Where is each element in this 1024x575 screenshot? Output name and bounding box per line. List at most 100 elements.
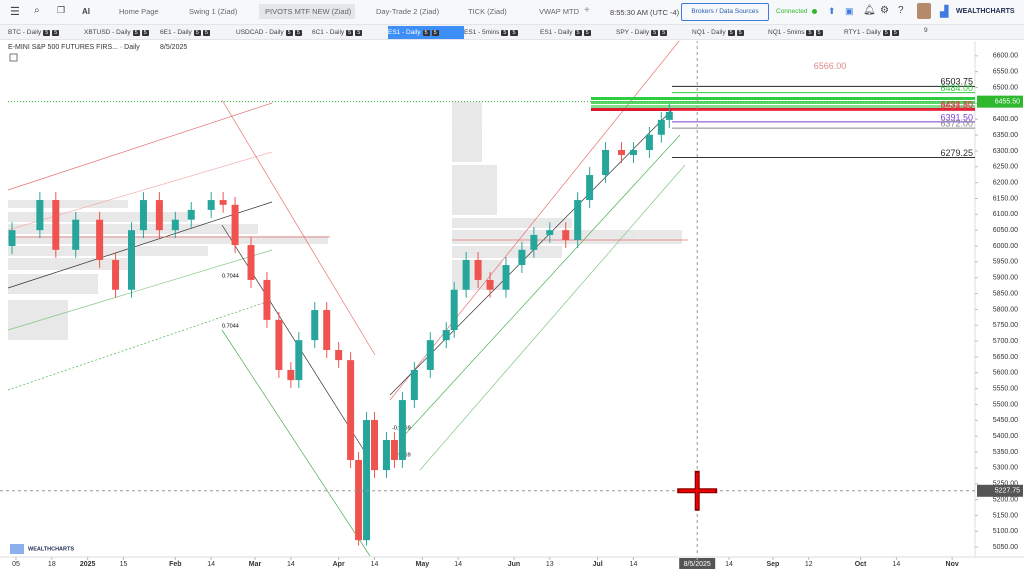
y-tick-label: 6200.00 — [993, 179, 1018, 186]
layouts-icon[interactable]: ❐ — [57, 5, 66, 15]
more-count[interactable]: 9 — [924, 27, 928, 34]
candle-body — [52, 200, 60, 250]
x-tick-label: Mar — [249, 561, 262, 568]
watermark-logo — [10, 544, 24, 554]
volume-profile — [8, 102, 682, 340]
x-tick-label: 14 — [892, 561, 900, 568]
watchlist-item[interactable]: BTC - Daily 5 5 — [8, 26, 84, 39]
badge: 5 — [815, 29, 823, 36]
cursor-date-box — [679, 558, 716, 569]
candle-body — [247, 245, 255, 280]
candle-body — [311, 310, 319, 341]
y-tick-label: 6100.00 — [993, 211, 1018, 218]
fib-label: 0.7044 — [222, 323, 239, 329]
candle-body — [112, 259, 120, 290]
y-tick-label: 6600.00 — [993, 53, 1018, 60]
collapse-button[interactable] — [9, 53, 18, 62]
watchlist-item[interactable]: ES1 - Daily 5 5 — [388, 26, 464, 39]
symbol-name: USDCAD - Daily — [236, 29, 284, 36]
price-axis-bg — [975, 41, 1024, 557]
candle-body — [275, 319, 283, 370]
symbol-name: XBTUSD - Daily — [84, 29, 131, 36]
tab[interactable]: PIVOTS MTF NEW (Ziad) — [259, 4, 355, 19]
candle-body — [127, 230, 135, 290]
y-tick-label: 5800.00 — [993, 306, 1018, 313]
ai-button[interactable]: AI — [82, 7, 90, 16]
candle-body — [530, 234, 538, 250]
watchlist-item[interactable]: USDCAD - Daily 5 5 — [236, 26, 312, 39]
watchlist-item[interactable]: NQ1 - Daily 5 5 — [692, 26, 768, 39]
watchlist-item[interactable]: ES1 - 5mins 5 5 — [464, 26, 540, 39]
y-tick-label: 5550.00 — [993, 385, 1018, 392]
search-icon[interactable]: ⌕ — [34, 5, 40, 16]
y-tick-label: 5850.00 — [993, 290, 1018, 297]
watermark: WEALTHCHARTS — [28, 546, 74, 552]
help-icon[interactable]: ? — [898, 5, 904, 16]
badge: 5 — [806, 29, 814, 36]
candle-body — [602, 149, 610, 176]
candle-body — [462, 259, 470, 290]
y-tick-label: 6000.00 — [993, 243, 1018, 250]
candle-body — [665, 111, 673, 120]
tab[interactable]: Swing 1 (Ziad) — [189, 7, 238, 16]
candle-body — [207, 200, 215, 210]
y-tick-label: 5100.00 — [993, 528, 1018, 535]
settings-icon[interactable]: ⚙ — [880, 5, 889, 16]
badge: 5 — [132, 29, 140, 36]
symbol-name: ES1 - Daily — [540, 29, 573, 36]
add-tab[interactable]: + — [584, 5, 590, 16]
y-tick-label: 5950.00 — [993, 259, 1018, 266]
chart-date: 8/5/2025 — [160, 44, 187, 51]
candle-body — [171, 219, 179, 231]
tab[interactable]: TICK (Ziad) — [468, 7, 507, 16]
tab[interactable]: VWAP MTD — [539, 7, 580, 16]
save-icon[interactable]: ▣ — [845, 6, 854, 16]
last-price-tag — [977, 95, 1023, 108]
badge: 5 — [651, 29, 659, 36]
y-tick-label: 5200.00 — [993, 496, 1018, 503]
watchlist-item[interactable]: SPY - Daily 5 5 — [616, 26, 692, 39]
tab[interactable]: Home Page — [119, 7, 159, 16]
candle-body — [347, 360, 355, 460]
y-tick-label: 5300.00 — [993, 465, 1018, 472]
x-tick-label: Sep — [766, 561, 779, 568]
alerts-icon[interactable]: 🔔︎ — [863, 5, 876, 16]
candle-body — [450, 289, 458, 331]
candle-body — [502, 265, 510, 290]
symbol-name: 6E1 - Daily — [160, 29, 192, 36]
watchlist-item[interactable]: 6C1 - Daily 5 5 — [312, 26, 388, 39]
x-tick-label: Feb — [169, 561, 181, 568]
watchlist-item[interactable]: XBTUSD - Daily 5 5 — [84, 26, 160, 39]
level-label: 6279.25 — [940, 148, 973, 158]
candle-body — [231, 204, 239, 246]
badge: 5 — [355, 29, 363, 36]
watchlist-item[interactable]: RTY1 - Daily 5 5 — [844, 26, 920, 39]
x-tick-label: 14 — [287, 561, 295, 568]
cursor-cross-inner — [679, 472, 716, 509]
watchlist-item[interactable]: NQ1 - 5mins 5 5 — [768, 26, 844, 39]
watchlist-item[interactable]: 6E1 - Daily 5 5 — [160, 26, 236, 39]
y-tick-label: 6550.00 — [993, 69, 1018, 76]
tab[interactable]: Day-Trade 2 (Ziad) — [376, 7, 440, 16]
y-tick-label: 5600.00 — [993, 370, 1018, 377]
candle-body — [486, 279, 494, 290]
y-tick-label: 6400.00 — [993, 116, 1018, 123]
badge: 5 — [431, 29, 439, 36]
level-label: 6428.50 — [940, 101, 973, 111]
badge: 5 — [294, 29, 302, 36]
avatar[interactable] — [917, 3, 931, 19]
candle-body — [390, 439, 398, 460]
candle-body — [263, 279, 271, 320]
candle-body — [139, 200, 147, 231]
symbol-name: NQ1 - 5mins — [768, 29, 805, 36]
badge: 5 — [422, 29, 430, 36]
y-tick-label: 6250.00 — [993, 164, 1018, 171]
x-tick-label: Nov — [946, 561, 959, 568]
badge: 5 — [285, 29, 293, 36]
upload-icon[interactable]: ⬆ — [828, 6, 836, 16]
watchlist-item[interactable]: ES1 - Daily 5 5 — [540, 26, 616, 39]
menu-icon[interactable]: ☰ — [10, 6, 20, 18]
candle-body — [382, 439, 390, 471]
broker-button[interactable]: Brokers / Data Sources — [681, 3, 769, 21]
